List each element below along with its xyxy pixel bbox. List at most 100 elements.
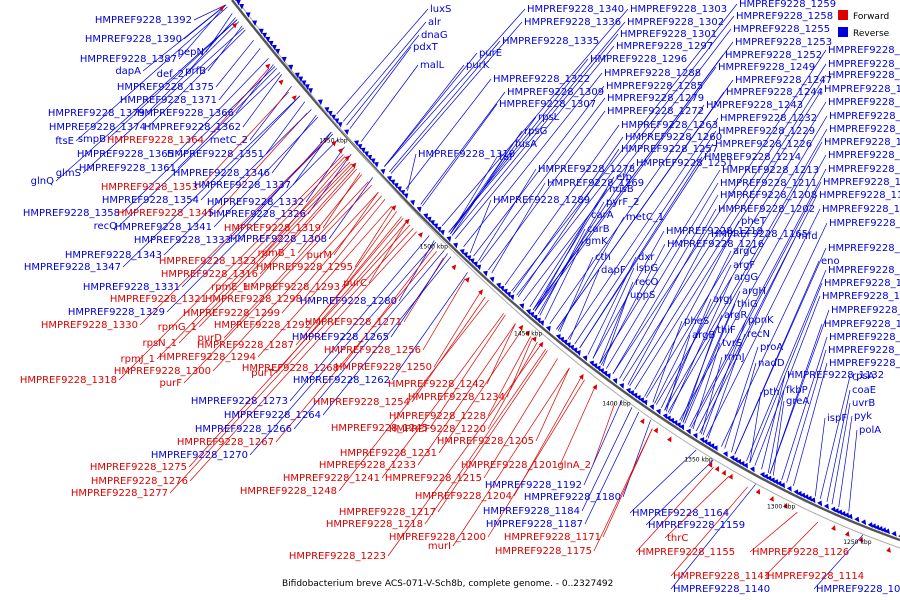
gene-connector xyxy=(544,240,584,320)
gene-label: HMPREF9228_1134 xyxy=(828,265,900,276)
gene-label: ispG xyxy=(636,263,658,274)
gene-label: HMPREF9228_1245 xyxy=(331,423,428,434)
gene-connector xyxy=(512,136,624,293)
gene-connector xyxy=(188,224,411,468)
reverse-feature xyxy=(699,437,705,443)
reverse-feature xyxy=(629,390,634,397)
gene-connector xyxy=(259,167,356,275)
gene-label: HMPREF9228_1365 xyxy=(77,149,174,160)
gene-connector xyxy=(473,85,605,257)
gene-connector xyxy=(384,52,478,167)
gene-label: purE xyxy=(479,48,502,59)
gene-connector xyxy=(295,217,404,346)
gene-label: HMPREF9228_1190 xyxy=(828,97,900,108)
forward-feature xyxy=(278,79,284,86)
reverse-feature xyxy=(446,236,452,242)
gene-label: HMPREF9228_1366 xyxy=(137,108,234,119)
gene-connector xyxy=(349,46,412,130)
gene-label: HMPREF9228_1309 xyxy=(507,87,604,98)
gene-connector xyxy=(469,199,492,254)
forward-feature xyxy=(667,436,672,443)
reverse-feature xyxy=(353,140,359,147)
gene-connector xyxy=(407,153,417,191)
gene-label: pheT xyxy=(741,216,767,227)
gene-label: HMPREF9228_1159 xyxy=(648,520,745,531)
gene-label: HMPREF9228_1263 xyxy=(621,120,718,131)
gene-connector xyxy=(303,198,386,300)
gene-label: HMPREF9228_1323 xyxy=(159,256,256,267)
gene-connector xyxy=(354,207,394,268)
reverse-feature xyxy=(589,360,595,367)
gene-connector xyxy=(178,163,352,344)
forward-feature xyxy=(592,384,598,391)
gene-connector xyxy=(257,157,347,262)
kbp-tick-label: 1250 kbp xyxy=(843,539,871,546)
reverse-feature xyxy=(669,417,675,424)
gene-connector xyxy=(205,68,270,141)
gene-connector xyxy=(813,534,864,590)
gene-connector xyxy=(249,85,292,141)
gene-connector xyxy=(612,49,827,374)
gene-label: HMPREF9228_1155 xyxy=(638,547,735,558)
reverse-feature xyxy=(410,200,416,206)
gene-label: HMPREF9228_1303 xyxy=(630,4,727,15)
gene-connector xyxy=(645,459,714,526)
gene-label: HMPREF9228_1200 xyxy=(389,532,486,543)
reverse-feature xyxy=(712,445,718,452)
gene-connector xyxy=(215,39,254,88)
gene-connector xyxy=(511,3,738,292)
gene-connector xyxy=(749,282,823,464)
reverse-feature xyxy=(743,462,748,469)
reverse-feature xyxy=(602,370,608,377)
reverse-feature xyxy=(258,28,264,35)
reverse-feature xyxy=(489,276,495,283)
gene-connector xyxy=(139,137,329,326)
forward-feature xyxy=(518,324,524,331)
reverse-feature xyxy=(833,508,840,514)
gene-label: HMPREF9228_1136 xyxy=(828,243,900,254)
gene-connector xyxy=(390,21,523,174)
reverse-feature xyxy=(294,72,300,79)
gene-connector xyxy=(532,188,608,310)
legend-reverse-swatch xyxy=(838,27,848,37)
gene-label: purM xyxy=(307,250,332,261)
reverse-feature xyxy=(599,368,605,375)
reverse-feature xyxy=(360,147,366,154)
reverse-feature xyxy=(304,84,310,90)
gene-connector xyxy=(177,68,278,169)
gene-label: rpmE_1 xyxy=(211,282,249,293)
gene-label: coaE xyxy=(852,385,876,396)
reverse-feature xyxy=(245,12,251,18)
reverse-feature xyxy=(840,511,846,517)
reverse-feature xyxy=(288,64,294,71)
gene-label: HMPREF9228_1387 xyxy=(80,54,177,65)
reverse-feature xyxy=(403,193,409,199)
forward-feature xyxy=(769,495,774,502)
gene-label: HMPREF9228_1242 xyxy=(388,379,485,390)
gene-label: HMPREF9228_1256 xyxy=(324,345,421,356)
gene-connector xyxy=(213,116,319,228)
gene-label: HMPREF9228_1114 xyxy=(767,571,864,582)
gene-connector xyxy=(121,66,276,214)
gene-connector xyxy=(702,319,747,436)
gene-label: HMPREF9228_1220 xyxy=(389,424,486,435)
gene-label: metC_2 xyxy=(210,135,248,146)
gene-label: HMPREF9228_1255 xyxy=(733,24,830,35)
gene-label: HMPREF9228_1231 xyxy=(340,448,437,459)
genome-caption: Bifidobacterium breve ACS-071-V-Sch8b, c… xyxy=(282,579,613,589)
gene-connector xyxy=(118,72,281,227)
gene-connector xyxy=(532,54,724,310)
forward-feature xyxy=(714,465,719,472)
gene-label: smpB xyxy=(78,134,106,145)
reverse-feature xyxy=(817,500,823,507)
gene-connector xyxy=(307,153,352,215)
gene-label: HMPREF9228_1302 xyxy=(627,17,724,28)
gene-label: HMPREF9228_1293 xyxy=(243,282,340,293)
gene-connector xyxy=(826,389,851,502)
kbp-tick-label: 1500 kbp xyxy=(420,244,448,251)
gene-connector xyxy=(592,267,635,359)
gene-connector xyxy=(107,19,238,140)
reverse-feature xyxy=(509,294,515,301)
gene-label: HMPREF9228_1346 xyxy=(173,168,270,179)
gene-label: HMPREF9228_1379 xyxy=(48,108,145,119)
